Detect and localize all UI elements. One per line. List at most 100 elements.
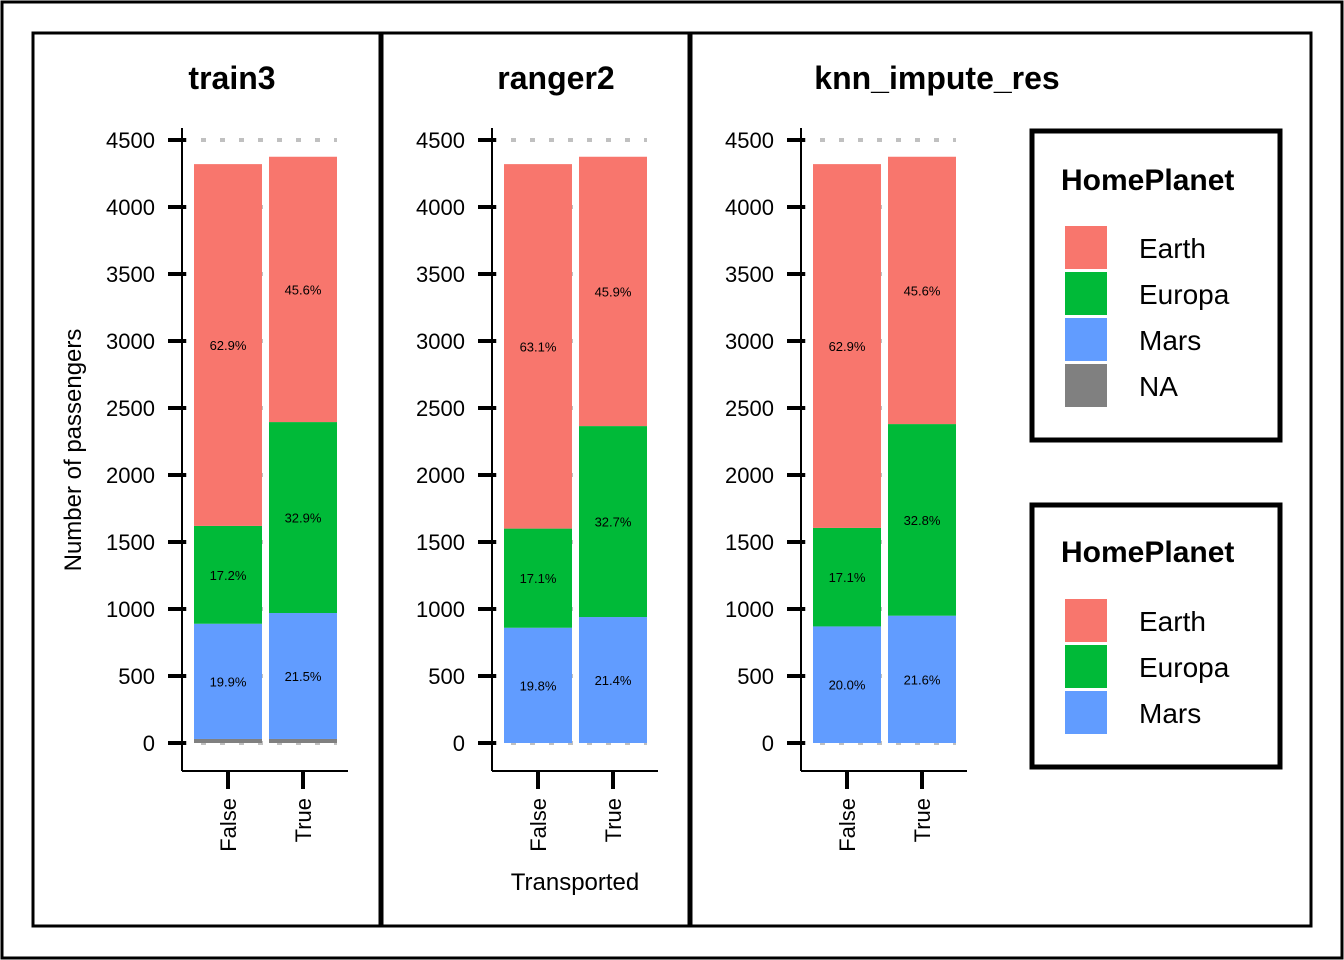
panel-title: ranger2 — [497, 60, 614, 96]
y-tick-label: 1000 — [106, 597, 155, 622]
x-tick-label: True — [291, 798, 316, 842]
x-axis-label: Transported — [511, 869, 640, 896]
bar-segment-mars — [269, 613, 337, 739]
y-tick-label: 1500 — [725, 530, 774, 555]
y-tick-label: 2000 — [725, 463, 774, 488]
bar-segment-europa — [813, 527, 881, 627]
bar-segment-earth — [579, 156, 647, 427]
legend-swatch-na — [1065, 364, 1107, 407]
y-tick-label: 4000 — [416, 195, 465, 220]
y-tick-label: 3500 — [416, 262, 465, 287]
x-tick-label: False — [835, 798, 860, 852]
panel-title: knn_impute_res — [814, 60, 1059, 96]
legend-title: HomePlanet — [1061, 164, 1234, 197]
data-label: 17.2% — [210, 568, 247, 583]
y-tick-label: 1500 — [106, 530, 155, 555]
y-tick-label: 2500 — [725, 396, 774, 421]
legend-label: Mars — [1139, 325, 1201, 356]
data-label: 21.4% — [595, 673, 632, 688]
panel-title: train3 — [188, 60, 275, 96]
bar-segment-europa — [504, 528, 572, 628]
legend-label: Europa — [1139, 652, 1230, 683]
data-label: 62.9% — [210, 338, 247, 353]
legend-swatch-mars — [1065, 691, 1107, 734]
bar-segment-na — [269, 738, 337, 743]
y-tick-label: 0 — [143, 731, 155, 756]
x-tick-label: False — [216, 798, 241, 852]
legend-swatch-earth — [1065, 226, 1107, 269]
bar-segment-mars — [579, 617, 647, 743]
legend-swatch-mars — [1065, 318, 1107, 361]
data-label: 45.6% — [285, 282, 322, 297]
legend-swatch-europa — [1065, 645, 1107, 688]
bar-segment-europa — [194, 525, 262, 624]
bar-segment-earth — [194, 164, 262, 526]
y-tick-label: 3500 — [106, 262, 155, 287]
bar-segment-earth — [888, 156, 956, 425]
bar-segment-earth — [504, 164, 572, 529]
y-tick-label: 3000 — [416, 329, 465, 354]
data-label: 17.1% — [520, 571, 557, 586]
data-label: 21.5% — [285, 669, 322, 684]
y-tick-label: 2000 — [106, 463, 155, 488]
legend-label: Europa — [1139, 279, 1230, 310]
data-label: 32.7% — [595, 515, 632, 530]
x-tick-label: False — [526, 798, 551, 852]
x-tick-label: True — [910, 798, 935, 842]
y-tick-label: 2500 — [106, 396, 155, 421]
data-label: 19.9% — [210, 674, 247, 689]
data-label: 21.6% — [904, 672, 941, 687]
data-label: 63.1% — [520, 339, 557, 354]
bar-segment-europa — [579, 426, 647, 618]
bar-segment-earth — [813, 164, 881, 528]
bar-segment-europa — [888, 424, 956, 616]
y-tick-label: 500 — [118, 664, 155, 689]
bar-segment-mars — [504, 627, 572, 743]
data-label: 20.0% — [829, 678, 866, 693]
y-tick-label: 1000 — [725, 597, 774, 622]
y-tick-label: 0 — [762, 731, 774, 756]
y-tick-label: 4500 — [416, 128, 465, 153]
legend-homeplanet-2: HomePlanet Earth Europa Mars — [1029, 502, 1283, 770]
bar-segment-earth — [269, 156, 337, 423]
y-axis-label: Number of passengers — [60, 329, 87, 572]
y-tick-label: 3000 — [106, 329, 155, 354]
data-label: 19.8% — [520, 678, 557, 693]
data-label: 32.9% — [285, 511, 322, 526]
bar-segment-mars — [888, 615, 956, 743]
y-tick-label: 4500 — [106, 128, 155, 153]
legend-label: Earth — [1139, 233, 1206, 264]
legend-swatch-europa — [1065, 272, 1107, 315]
y-tick-label: 3500 — [725, 262, 774, 287]
legend-label: Earth — [1139, 606, 1206, 637]
legend-label: NA — [1139, 371, 1178, 402]
legend-homeplanet-1: HomePlanet Earth Europa Mars NA — [1029, 128, 1283, 443]
bar-segment-mars — [813, 626, 881, 743]
data-label: 45.6% — [904, 283, 941, 298]
y-tick-label: 3000 — [725, 329, 774, 354]
y-tick-label: 2000 — [416, 463, 465, 488]
data-label: 62.9% — [829, 339, 866, 354]
data-label: 17.1% — [829, 570, 866, 585]
y-tick-label: 500 — [428, 664, 465, 689]
y-tick-label: 500 — [737, 664, 774, 689]
y-tick-label: 4500 — [725, 128, 774, 153]
y-tick-label: 1500 — [416, 530, 465, 555]
bar-segment-europa — [269, 422, 337, 614]
bar-segment-mars — [194, 623, 262, 739]
y-tick-label: 2500 — [416, 396, 465, 421]
bar-segment-na — [194, 738, 262, 743]
y-tick-label: 1000 — [416, 597, 465, 622]
y-tick-label: 0 — [453, 731, 465, 756]
y-tick-label: 4000 — [725, 195, 774, 220]
data-label: 32.8% — [904, 513, 941, 528]
legend-title: HomePlanet — [1061, 536, 1234, 569]
legend-label: Mars — [1139, 698, 1201, 729]
data-label: 45.9% — [595, 284, 632, 299]
y-tick-label: 4000 — [106, 195, 155, 220]
inner-frame — [31, 31, 1313, 928]
x-tick-label: True — [601, 798, 626, 842]
legend-swatch-earth — [1065, 599, 1107, 642]
